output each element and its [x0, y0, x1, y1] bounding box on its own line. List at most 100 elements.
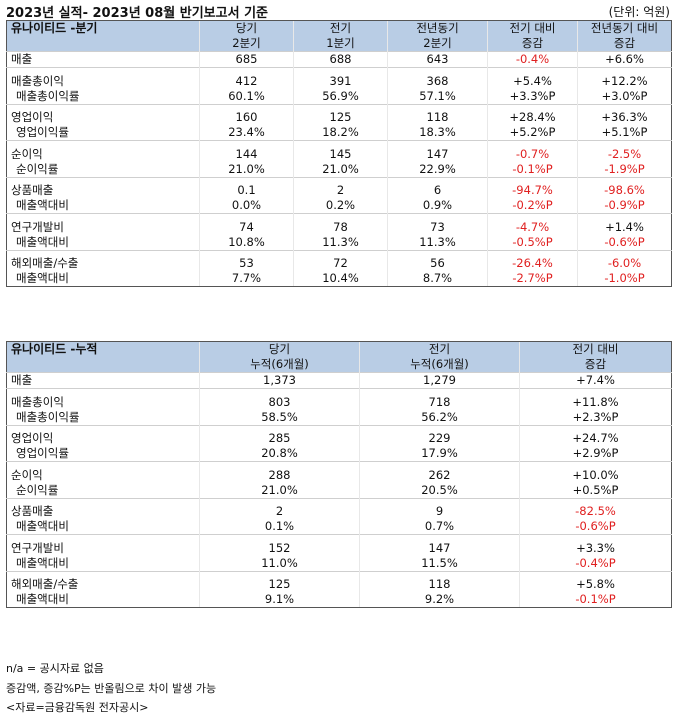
table-cell: 0.1: [199, 176, 294, 198]
row-label: 해외매출/수출: [6, 249, 200, 271]
column-header: 전년동기: [387, 20, 488, 36]
table-cell: 368: [387, 67, 488, 89]
table-row: 매출액대비 11.0% 11.5% -0.4%P: [7, 555, 672, 571]
column-header: 2분기: [387, 36, 488, 52]
table-cell: +28.4%: [487, 103, 578, 125]
table-cell: 18.3%: [387, 125, 488, 141]
table-cell: -26.4%: [487, 249, 578, 271]
table-cell: 10.8%: [199, 234, 294, 250]
table-row: 순이익 288 262 +10.0%: [6, 461, 672, 483]
row-label: 연구개발비: [6, 534, 200, 556]
cumulative-table: 유나이티드 -누적 당기 전기 전기 대비 누적(6개월) 누적(6개월) 증감 매출 1,37…: [6, 341, 672, 608]
table-row: 순이익률 21.0% 20.5% +0.5%P: [7, 482, 672, 498]
table-row: 영업이익률 20.8% 17.9% +2.9%P: [7, 446, 672, 462]
table-row: 매출 1,373 1,279 +7.4%: [6, 372, 672, 389]
table-cell: 144: [199, 140, 294, 162]
table-cell: 20.8%: [199, 446, 360, 462]
header-row: 누적(6개월) 누적(6개월) 증감: [6, 357, 672, 373]
table-cell: 18.2%: [293, 125, 388, 141]
column-header: 증감: [487, 36, 578, 52]
table-cell: 803: [199, 388, 360, 410]
row-label: 매출액대비: [6, 592, 200, 608]
header-row: 2분기 1분기 2분기 증감 증감: [6, 36, 672, 52]
column-header: 당기: [199, 20, 294, 36]
table-cell: 6: [387, 176, 488, 198]
table-cell: 0.1%: [199, 519, 360, 535]
table-cell: 643: [387, 51, 488, 68]
table-name: [6, 36, 200, 52]
table-row: 순이익률 21.0% 21.0% 22.9% -0.1%P -1.9%P: [7, 161, 672, 177]
table-row: 매출액대비 0.1% 0.7% -0.6%P: [7, 519, 672, 535]
row-label: 해외매출/수출: [6, 570, 200, 592]
table-row: 영업이익 285 229 +24.7%: [6, 424, 672, 446]
table-cell: -0.1%P: [487, 161, 578, 177]
column-header: 전기 대비: [519, 341, 672, 357]
table-cell: 21.0%: [199, 161, 294, 177]
table-row: 매출액대비 7.7% 10.4% 8.7% -2.7%P -1.0%P: [6, 271, 672, 287]
table-row: 해외매출/수출 125 118 +5.8%: [6, 570, 672, 592]
table-cell: 2: [293, 176, 388, 198]
row-label: 연구개발비: [6, 213, 200, 235]
table-cell: 73: [387, 213, 488, 235]
table-cell: +3.0%P: [577, 88, 672, 104]
table-cell: 1,373: [199, 372, 360, 389]
row-label: 영업이익률: [16, 125, 69, 139]
table-cell: 685: [199, 51, 294, 68]
table-cell: -1.9%P: [577, 161, 672, 177]
table-cell: 0.0%: [199, 198, 294, 214]
table-cell: 56.2%: [359, 409, 520, 425]
table-cell: -4.7%: [487, 213, 578, 235]
table-cell: 11.0%: [199, 555, 360, 571]
table-cell: 21.0%: [199, 482, 360, 498]
row-label: 순이익률: [16, 482, 59, 497]
table-row: 해외매출/수출 53 72 56 -26.4% -6.0%: [6, 249, 672, 271]
column-header: 전기: [359, 341, 520, 357]
table-cell: 11.3%: [293, 234, 388, 250]
table-row: 상품매출 0.1 2 6 -94.7% -98.6%: [6, 176, 672, 198]
table-row: 매출총이익률 58.5% 56.2% +2.3%P: [7, 409, 672, 425]
table-cell: -0.5%P: [487, 234, 578, 250]
table-cell: -2.7%P: [487, 271, 578, 287]
table-cell: 56: [387, 249, 488, 271]
table-cell: 160: [199, 103, 294, 125]
row-label: 매출: [6, 372, 200, 389]
row-label: 순이익: [6, 461, 200, 483]
table-row: 영업이익률 23.4% 18.2% 18.3% +5.2%P +5.1%P: [7, 125, 672, 141]
footnote-na: n/a = 공시자료 없음: [6, 662, 104, 675]
table-cell: +5.1%P: [577, 125, 672, 141]
table-cell: -82.5%: [519, 497, 672, 519]
table-cell: 57.1%: [387, 88, 488, 104]
table-cell: 118: [359, 570, 520, 592]
table-cell: 0.2%: [293, 198, 388, 214]
table-cell: 56.9%: [293, 88, 388, 104]
column-header: 증감: [519, 357, 672, 373]
row-label: 매출총이익: [6, 388, 200, 410]
table-cell: 53: [199, 249, 294, 271]
row-label: 상품매출: [6, 497, 200, 519]
table-cell: -0.4%P: [519, 555, 672, 571]
table-name: 유나이티드 -분기: [6, 20, 200, 36]
footnote-rounding: 증감액, 증감%P는 반올림으로 차이 발생 가능: [6, 682, 217, 695]
column-header: 전기: [293, 20, 388, 36]
table-cell: 60.1%: [199, 88, 294, 104]
table-cell: +36.3%: [577, 103, 672, 125]
table-cell: +5.2%P: [487, 125, 578, 141]
table-cell: 23.4%: [199, 125, 294, 141]
table-row: 연구개발비 152 147 +3.3%: [6, 534, 672, 556]
table-cell: 9: [359, 497, 520, 519]
row-label: 매출총이익률: [16, 409, 80, 424]
table-cell: 74: [199, 213, 294, 235]
table-cell: 78: [293, 213, 388, 235]
row-label: 매출액대비: [6, 271, 200, 287]
table-cell: 0.9%: [387, 198, 488, 214]
table-cell: 391: [293, 67, 388, 89]
table-cell: +11.8%: [519, 388, 672, 410]
table-cell: -0.6%P: [519, 519, 672, 535]
table-cell: 262: [359, 461, 520, 483]
table-cell: 125: [199, 570, 360, 592]
table-cell: 72: [293, 249, 388, 271]
table-cell: +10.0%: [519, 461, 672, 483]
table-cell: 10.4%: [293, 271, 388, 287]
footnote-source: <자료=금융감독원 전자공시>: [6, 701, 149, 714]
table-cell: 145: [293, 140, 388, 162]
